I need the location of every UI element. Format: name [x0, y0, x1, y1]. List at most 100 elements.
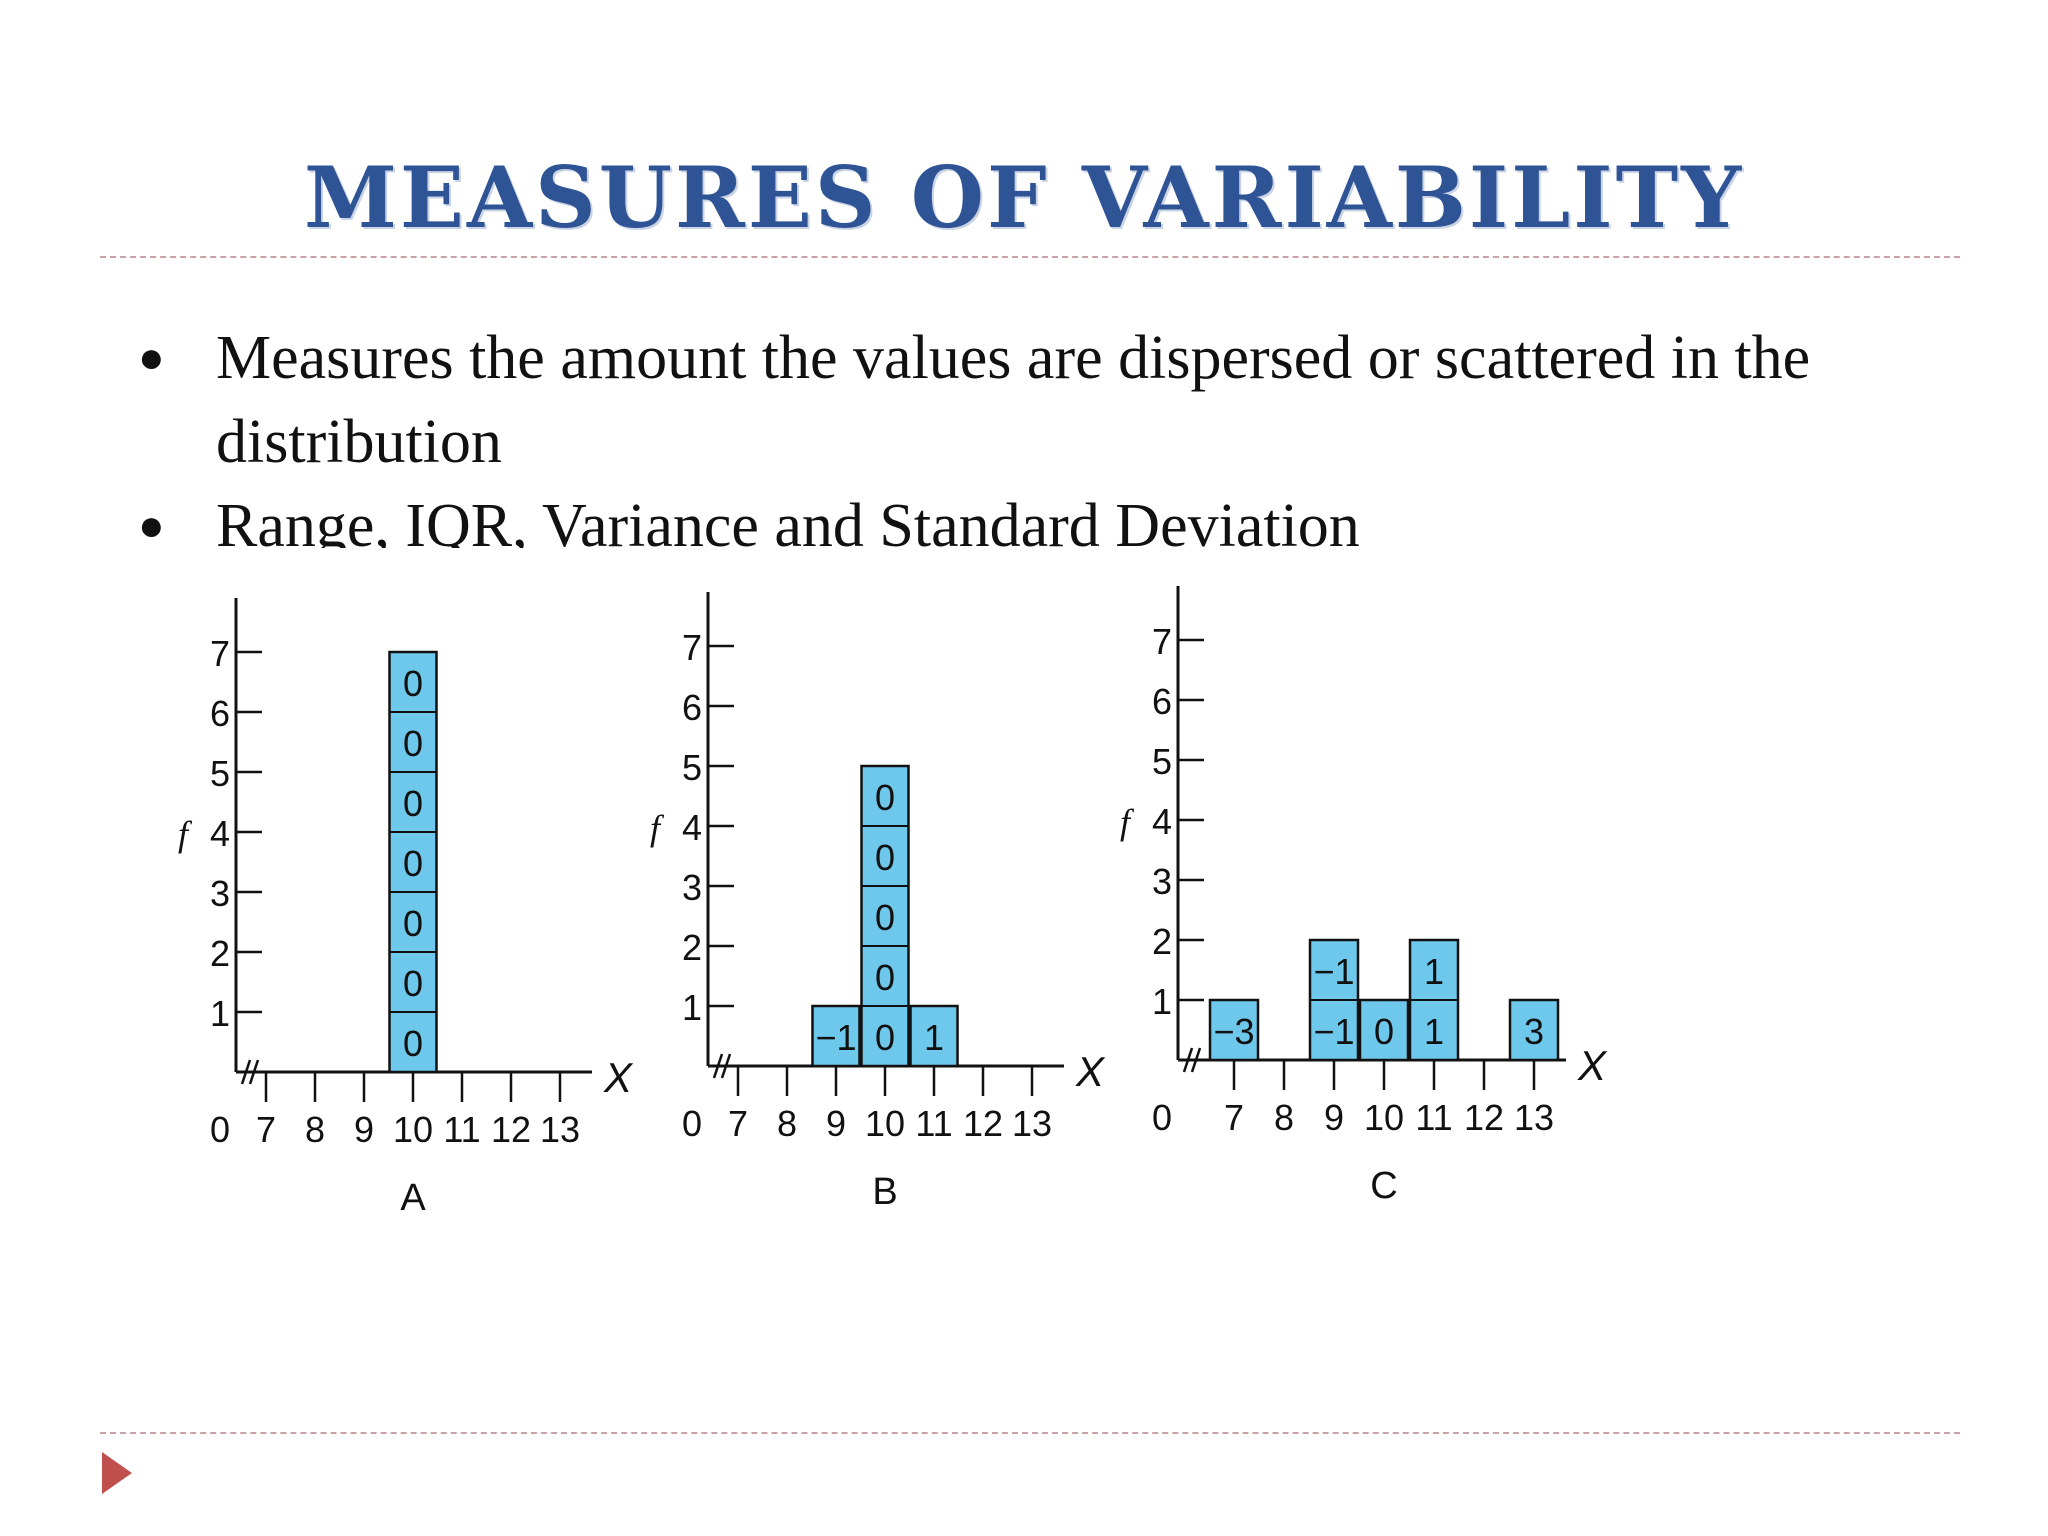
- y-tick-label: 5: [1152, 741, 1172, 782]
- chart-title: A: [400, 1177, 426, 1219]
- x-tick-label: 8: [305, 1109, 325, 1150]
- x-tick-label: 7: [256, 1109, 276, 1150]
- chart-title: C: [1370, 1165, 1397, 1207]
- deviation-label: 1: [1424, 1011, 1444, 1052]
- y-tick-label: 2: [210, 933, 230, 974]
- deviation-label: 0: [875, 1017, 895, 1058]
- y-tick-label: 4: [682, 807, 702, 848]
- x-tick-label: 8: [777, 1103, 797, 1144]
- deviation-label: 0: [403, 723, 423, 764]
- deviation-label: 0: [875, 837, 895, 878]
- histogram-bar: [811, 1004, 861, 1068]
- deviation-label: −3: [1213, 1011, 1254, 1052]
- deviation-label: 0: [403, 663, 423, 704]
- slide-title: MEASURES OF VARIABILITY: [303, 148, 1745, 247]
- x-tick-label: 13: [1012, 1103, 1052, 1144]
- deviation-label: 0: [875, 957, 895, 998]
- deviation-label: 1: [1424, 951, 1444, 992]
- deviation-label: −1: [1313, 951, 1354, 992]
- x-tick-label: 9: [826, 1103, 846, 1144]
- deviation-label: −1: [1313, 1011, 1354, 1052]
- bottom-divider: [100, 1432, 1960, 1434]
- y-tick-label: 1: [210, 993, 230, 1034]
- x-tick-label: 9: [354, 1109, 374, 1150]
- y-tick-label: 3: [682, 867, 702, 908]
- y-tick-label: 7: [1152, 621, 1172, 662]
- y-axis-label: f: [1120, 802, 1135, 842]
- deviation-label: 1: [924, 1017, 944, 1058]
- deviation-label: 0: [403, 963, 423, 1004]
- deviation-label: 0: [403, 783, 423, 824]
- x-tick-label: 9: [1324, 1097, 1344, 1138]
- deviation-label: 0: [875, 897, 895, 938]
- x-tick-label: 8: [1274, 1097, 1294, 1138]
- x-tick-label: 0: [1152, 1097, 1172, 1138]
- deviation-label: 3: [1524, 1011, 1544, 1052]
- top-divider: [100, 256, 1960, 258]
- y-axis-label: f: [178, 814, 193, 854]
- x-tick-label: 10: [393, 1109, 433, 1150]
- y-tick-label: 4: [1152, 801, 1172, 842]
- bullet-item: ● Range, IQR, Variance and Standard Devi…: [138, 484, 1918, 548]
- y-axis-label: f: [650, 808, 665, 848]
- axis-break-mark: [1182, 1047, 1194, 1073]
- histogram-bar: [388, 650, 438, 1074]
- y-tick-label: 6: [1152, 681, 1172, 722]
- bullet-item: ● Measures the amount the values are dis…: [138, 316, 1918, 484]
- x-tick-label: 11: [443, 1109, 480, 1150]
- y-tick-label: 2: [1152, 921, 1172, 962]
- histogram-bar: [860, 764, 910, 1068]
- y-tick-label: 6: [210, 693, 230, 734]
- axis-break-mark: [720, 1053, 732, 1079]
- deviation-label: 0: [1374, 1011, 1394, 1052]
- bullet-text: Range, IQR, Variance and Standard Deviat…: [216, 492, 1360, 548]
- x-tick-label: 11: [1415, 1097, 1452, 1138]
- bullet-dot-icon: ●: [138, 501, 165, 548]
- x-axis-label: X: [1577, 1042, 1608, 1089]
- x-tick-label: 11: [915, 1103, 952, 1144]
- deviation-label: 0: [403, 903, 423, 944]
- y-tick-label: 5: [682, 747, 702, 788]
- histogram-bar: [1358, 998, 1410, 1062]
- x-tick-label: 10: [1364, 1097, 1404, 1138]
- bullet-dot-icon: ●: [138, 333, 165, 382]
- x-tick-label: 10: [865, 1103, 905, 1144]
- x-tick-label: 13: [540, 1109, 580, 1150]
- x-tick-label: 12: [1464, 1097, 1504, 1138]
- y-tick-label: 4: [210, 813, 230, 854]
- bullet-list: ● Measures the amount the values are dis…: [138, 316, 1918, 548]
- y-tick-label: 7: [210, 633, 230, 674]
- deviation-label: −1: [815, 1017, 856, 1058]
- y-tick-label: 7: [682, 627, 702, 668]
- next-arrow-icon[interactable]: [102, 1452, 132, 1494]
- chart-title: B: [872, 1171, 897, 1213]
- x-tick-label: 0: [682, 1103, 702, 1144]
- x-axis-label: X: [603, 1054, 634, 1101]
- x-tick-label: 13: [1514, 1097, 1554, 1138]
- axis-break-mark: [712, 1053, 724, 1079]
- bullet-text: Measures the amount the values are dispe…: [216, 324, 1811, 476]
- axis-break-mark: [240, 1059, 252, 1085]
- y-tick-label: 3: [1152, 861, 1172, 902]
- deviation-label: 0: [403, 1023, 423, 1064]
- x-tick-label: 7: [1224, 1097, 1244, 1138]
- histogram-bar: [1208, 998, 1260, 1062]
- x-tick-label: 12: [491, 1109, 531, 1150]
- axis-break-mark: [248, 1059, 260, 1085]
- y-tick-label: 6: [682, 687, 702, 728]
- y-tick-label: 1: [1152, 981, 1172, 1022]
- histogram-bar: [909, 1004, 959, 1068]
- deviation-label: 0: [875, 777, 895, 818]
- y-tick-label: 3: [210, 873, 230, 914]
- y-tick-label: 1: [682, 987, 702, 1028]
- y-tick-label: 5: [210, 753, 230, 794]
- deviation-label: 0: [403, 843, 423, 884]
- histogram-bar: [1508, 998, 1560, 1062]
- axis-break-mark: [1190, 1047, 1202, 1073]
- x-tick-label: 0: [210, 1109, 230, 1150]
- y-tick-label: 2: [682, 927, 702, 968]
- x-tick-label: 7: [728, 1103, 748, 1144]
- x-axis-label: X: [1075, 1048, 1106, 1095]
- x-tick-label: 12: [963, 1103, 1003, 1144]
